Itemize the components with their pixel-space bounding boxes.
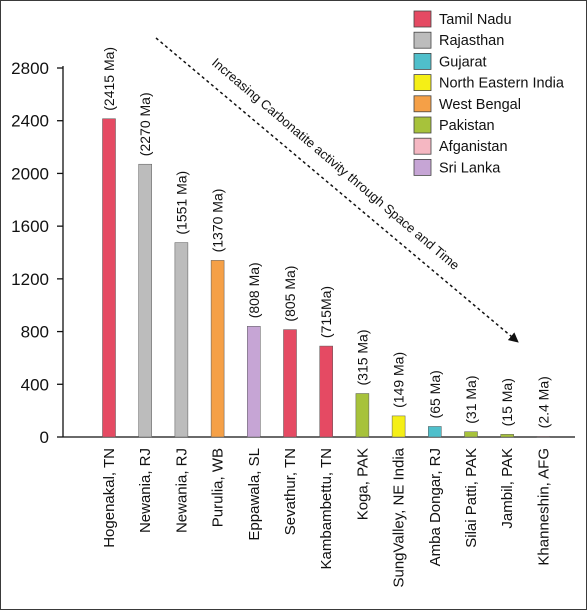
bar-value-label: (1551 Ma) (173, 171, 189, 235)
bar (391, 415, 406, 438)
legend: Tamil Nadu Rajasthan Gujarat North Eastern … (413, 10, 565, 176)
legend-label: Afganistan (439, 139, 508, 155)
x-tick-label: Purulia, WB (210, 448, 227, 527)
bar (355, 393, 370, 438)
bar (138, 163, 152, 438)
bar-value-label: (2270 Ma) (137, 92, 153, 156)
y-tick-label: 1600 (11, 217, 49, 236)
y-tick-label: 2000 (11, 164, 49, 183)
legend-swatch (413, 137, 432, 155)
legend-label: Sri Lanka (439, 160, 501, 176)
bar-value-label: (2.4 Ma) (535, 376, 551, 428)
legend-label: West Bengal (439, 97, 521, 113)
bar-value-label: (808 Ma) (246, 262, 262, 318)
legend-label: Pakistan (439, 118, 495, 134)
x-tick-label: SungValley, NE India (391, 447, 408, 587)
bar-value-label: (15 Ma) (499, 378, 515, 426)
y-tick-label: 800 (21, 323, 49, 342)
bar (536, 436, 551, 438)
bar (210, 260, 225, 438)
bar-value-label: (2415 Ma) (101, 47, 117, 111)
y-tick-label: 2400 (11, 112, 49, 131)
y-tick-label: 1200 (11, 270, 49, 289)
x-tick-label: Jambil, PAK (499, 448, 516, 529)
bar (102, 118, 116, 438)
x-tick-label: Newania, RJ (137, 448, 154, 533)
legend-label: Rajasthan (439, 33, 504, 49)
legend-swatch (413, 31, 432, 49)
legend-swatch (413, 116, 432, 134)
x-tick-label: Hogenakal, TN (101, 448, 118, 548)
x-tick-label: Amba Dongar, RJ (427, 448, 444, 566)
bar-value-label: (315 Ma) (354, 329, 370, 385)
bar-value-label: (31 Ma) (463, 375, 479, 423)
y-tick-label: 2800 (11, 59, 49, 78)
legend-label: North Eastern India (439, 76, 565, 92)
trend-arrow (155, 37, 519, 343)
bars (102, 118, 551, 438)
bar (464, 431, 478, 438)
axes: 0 400 800 1200 1600 2000 2400 2800 (11, 59, 575, 447)
bar (174, 242, 189, 438)
bar (319, 345, 333, 438)
legend-swatch (413, 158, 432, 176)
legend-label: Gujarat (439, 54, 487, 70)
legend-swatch (413, 74, 432, 91)
y-tick-label: 0 (40, 428, 49, 447)
legend-swatch (413, 53, 432, 70)
bar (428, 426, 442, 438)
bar-value-label: (1370 Ma) (210, 189, 226, 253)
x-tick-label: Khanneshin, AFG (535, 448, 552, 566)
bar-value-label: (149 Ma) (391, 352, 407, 408)
x-tick-label: Eppawala, SL (246, 448, 263, 541)
legend-swatch (413, 95, 432, 113)
bar-value-label: (65 Ma) (427, 370, 443, 418)
bar-value-label: (715Ma) (318, 286, 334, 338)
labels: (2415 Ma) Hogenakal, TN (2270 Ma) Newania, … (101, 47, 552, 588)
y-tick-label: 400 (21, 375, 49, 394)
legend-label: Tamil Nadu (439, 12, 512, 28)
x-tick-label: Silai Patti, PAK (463, 448, 480, 548)
bar-value-label: (805 Ma) (282, 266, 298, 322)
bar (283, 329, 297, 438)
x-tick-label: Newania, RJ (173, 448, 190, 533)
x-tick-label: Koga, PAK (354, 448, 371, 520)
legend-swatch (413, 10, 432, 28)
x-tick-label: Sevathur, TN (282, 448, 299, 535)
bar (500, 434, 514, 438)
x-tick-label: Kambambettu, TN (318, 448, 335, 569)
bar (247, 326, 261, 438)
